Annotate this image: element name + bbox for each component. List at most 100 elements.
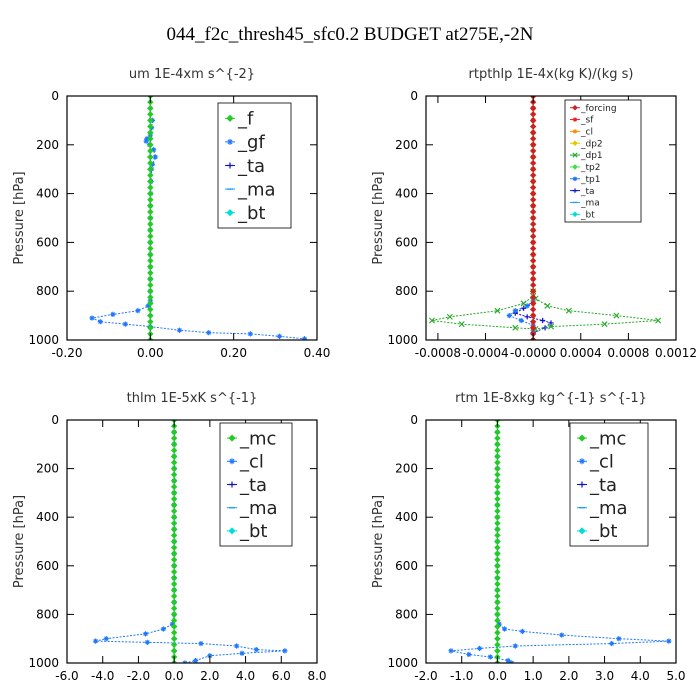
data-point bbox=[170, 611, 178, 618]
data-point bbox=[578, 434, 586, 442]
legend-entry: _dp2 bbox=[570, 139, 603, 149]
plot-frame bbox=[425, 419, 677, 664]
x-tick-label: 0.20 bbox=[220, 346, 247, 360]
data-point bbox=[228, 434, 236, 442]
data-point bbox=[565, 307, 572, 314]
legend-label: _gf bbox=[237, 132, 265, 153]
data-point bbox=[147, 300, 154, 307]
data-point bbox=[572, 104, 578, 111]
data-point bbox=[144, 639, 150, 645]
data-point bbox=[601, 321, 608, 328]
legend-label: _bt bbox=[237, 203, 265, 224]
y-tick-label: 0 bbox=[410, 413, 418, 427]
data-point bbox=[494, 629, 501, 636]
data-point bbox=[521, 305, 527, 311]
x-tick-label: -2.0 bbox=[414, 669, 437, 683]
subplot-1: um 1E-4xm s^{-2} Pressure [hPa] -0.20 0.00 0… bbox=[12, 67, 330, 360]
y-tick-label: 600 bbox=[395, 559, 418, 573]
data-point bbox=[529, 294, 537, 301]
data-point bbox=[229, 458, 235, 465]
data-point bbox=[147, 294, 154, 301]
data-point bbox=[147, 324, 154, 331]
data-point bbox=[301, 336, 308, 340]
data-point bbox=[170, 507, 178, 515]
data-point bbox=[170, 526, 178, 533]
data-point bbox=[540, 317, 546, 324]
series-group bbox=[89, 96, 308, 340]
data-point bbox=[494, 501, 501, 509]
x-tick-label: -0.0000 bbox=[510, 346, 556, 360]
y-tick-label: 1000 bbox=[387, 333, 418, 347]
data-point bbox=[170, 599, 178, 606]
legend-entry: _tp2 bbox=[570, 163, 600, 173]
data-point bbox=[253, 647, 259, 653]
data-point bbox=[147, 257, 154, 264]
data-point bbox=[147, 147, 154, 155]
legend-label: _ma bbox=[580, 199, 600, 209]
data-point bbox=[229, 481, 235, 488]
legend-label: _cl bbox=[589, 452, 614, 473]
data-point bbox=[170, 514, 178, 521]
x-tick-label: -1.0 bbox=[450, 669, 473, 683]
y-tick-label: 600 bbox=[395, 235, 418, 249]
data-point bbox=[147, 105, 154, 112]
x-tick-label: -6.0 bbox=[55, 669, 78, 683]
data-point bbox=[613, 312, 620, 319]
data-point bbox=[494, 441, 501, 448]
data-point bbox=[494, 307, 501, 314]
y-axis-label: Pressure [hPa] bbox=[12, 495, 27, 588]
legend-entry: _ma bbox=[570, 199, 600, 209]
data-point bbox=[147, 281, 154, 289]
data-point bbox=[226, 114, 234, 122]
data-point bbox=[494, 526, 501, 533]
data-point bbox=[520, 300, 527, 307]
data-point bbox=[170, 501, 178, 509]
legend-label: _cl bbox=[239, 452, 264, 473]
data-point bbox=[529, 123, 537, 130]
legend-entry: _cl bbox=[577, 452, 614, 473]
data-point bbox=[494, 574, 501, 582]
data-point bbox=[170, 641, 178, 648]
data-point bbox=[529, 251, 537, 258]
legend-entry: _f bbox=[225, 109, 254, 130]
y-tick-label: 800 bbox=[395, 284, 418, 298]
series-group bbox=[428, 96, 662, 340]
data-point bbox=[147, 166, 154, 173]
data-point bbox=[544, 302, 551, 309]
data-point bbox=[529, 159, 537, 167]
data-point bbox=[609, 640, 615, 647]
plot-frame bbox=[66, 419, 318, 664]
data-point bbox=[147, 202, 154, 209]
data-point bbox=[122, 321, 128, 327]
data-point bbox=[170, 580, 178, 588]
series-mc bbox=[170, 420, 178, 663]
x-tick-label: 3.0 bbox=[595, 669, 614, 683]
data-point bbox=[529, 153, 537, 161]
data-point bbox=[572, 211, 578, 218]
legend-label: _forcing bbox=[580, 104, 617, 114]
data-point bbox=[169, 621, 175, 627]
data-point bbox=[170, 520, 178, 527]
data-point bbox=[529, 141, 537, 148]
y-axis-label: Pressure [hPa] bbox=[371, 495, 386, 588]
data-point bbox=[572, 140, 578, 146]
legend-box bbox=[217, 102, 292, 229]
data-point bbox=[147, 239, 154, 246]
data-point bbox=[487, 654, 493, 660]
legend-entry: _bt bbox=[570, 210, 595, 220]
data-point bbox=[529, 105, 537, 112]
data-point bbox=[494, 495, 501, 503]
legend: _forcing _sf _cl_dp2 _dp1 _tp2 _tp1 _ta _ma_bt bbox=[564, 99, 642, 223]
data-point bbox=[147, 318, 154, 325]
data-point bbox=[170, 428, 178, 436]
data-point bbox=[529, 196, 537, 203]
data-point bbox=[147, 111, 154, 118]
legend-label: _ta bbox=[589, 475, 617, 496]
data-point bbox=[494, 453, 501, 460]
subplot-title: um 1E-4xm s^{-2} bbox=[129, 67, 255, 82]
y-tick-label: 1000 bbox=[387, 656, 418, 670]
data-point bbox=[170, 556, 178, 563]
data-point bbox=[529, 312, 537, 319]
data-point bbox=[529, 190, 537, 197]
